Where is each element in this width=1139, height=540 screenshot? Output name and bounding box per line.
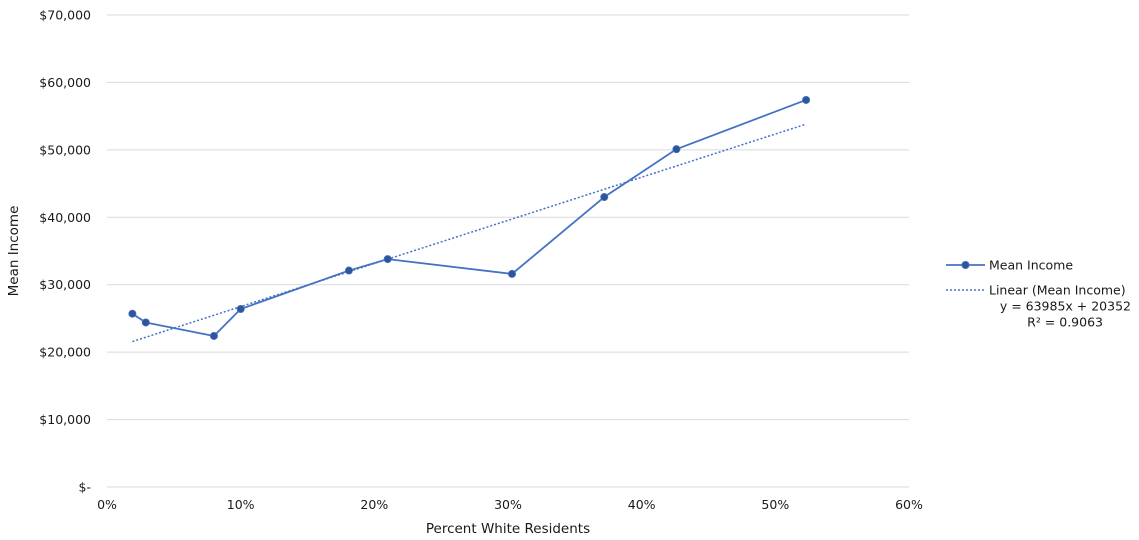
data-point — [508, 269, 517, 278]
gridlines — [107, 14, 909, 488]
x-tick-label: 0% — [97, 497, 117, 512]
legend-series-label: Mean Income — [989, 258, 1073, 273]
y-tick-label: $30,000 — [39, 277, 91, 292]
legend-trendline-label: Linear (Mean Income) — [989, 283, 1126, 298]
data-point — [141, 318, 150, 327]
y-tick-label: $40,000 — [39, 210, 91, 225]
x-tick-label: 50% — [761, 497, 789, 512]
y-tick-label: $20,000 — [39, 345, 91, 360]
y-tick-label: $10,000 — [39, 412, 91, 427]
x-tick-label: 20% — [360, 497, 388, 512]
x-tick-label: 30% — [494, 497, 522, 512]
data-point — [600, 193, 609, 202]
series-line-mean-income — [131, 99, 807, 337]
x-tick-label: 40% — [628, 497, 656, 512]
y-tick-label: $- — [79, 480, 91, 495]
trendline-r-squared: R² = 0.9063 — [1027, 315, 1103, 330]
data-point — [802, 95, 811, 104]
y-axis-title: Mean Income — [6, 206, 22, 297]
data-point — [209, 331, 218, 340]
data-point — [383, 255, 392, 264]
legend: Mean Income Linear (Mean Income) y = 639… — [946, 258, 1131, 330]
x-axis-title: Percent White Residents — [426, 521, 590, 537]
y-tick-label: $50,000 — [39, 142, 91, 157]
data-point — [344, 266, 353, 275]
y-tick-label: $70,000 — [39, 8, 91, 23]
trendline-layer — [132, 123, 807, 343]
trendline-equation: y = 63985x + 20352 — [1000, 299, 1131, 314]
y-tick-label: $60,000 — [39, 75, 91, 90]
x-tick-labels: 0% 10% 20% 30% 40% 50% 60% — [97, 497, 923, 512]
legend-series-marker — [961, 260, 970, 269]
legend-item-mean-income: Mean Income — [946, 258, 1073, 273]
data-point — [236, 304, 245, 313]
legend-item-trendline: Linear (Mean Income) y = 63985x + 20352 … — [946, 283, 1131, 330]
x-tick-label: 10% — [227, 497, 255, 512]
data-point — [128, 309, 137, 318]
y-tick-labels: $- $10,000 $20,000 $30,000 $40,000 $50,000 $60… — [39, 8, 91, 495]
x-tick-label: 60% — [895, 497, 923, 512]
series-layer — [128, 95, 811, 340]
trendline — [132, 123, 807, 343]
data-point — [672, 145, 681, 154]
